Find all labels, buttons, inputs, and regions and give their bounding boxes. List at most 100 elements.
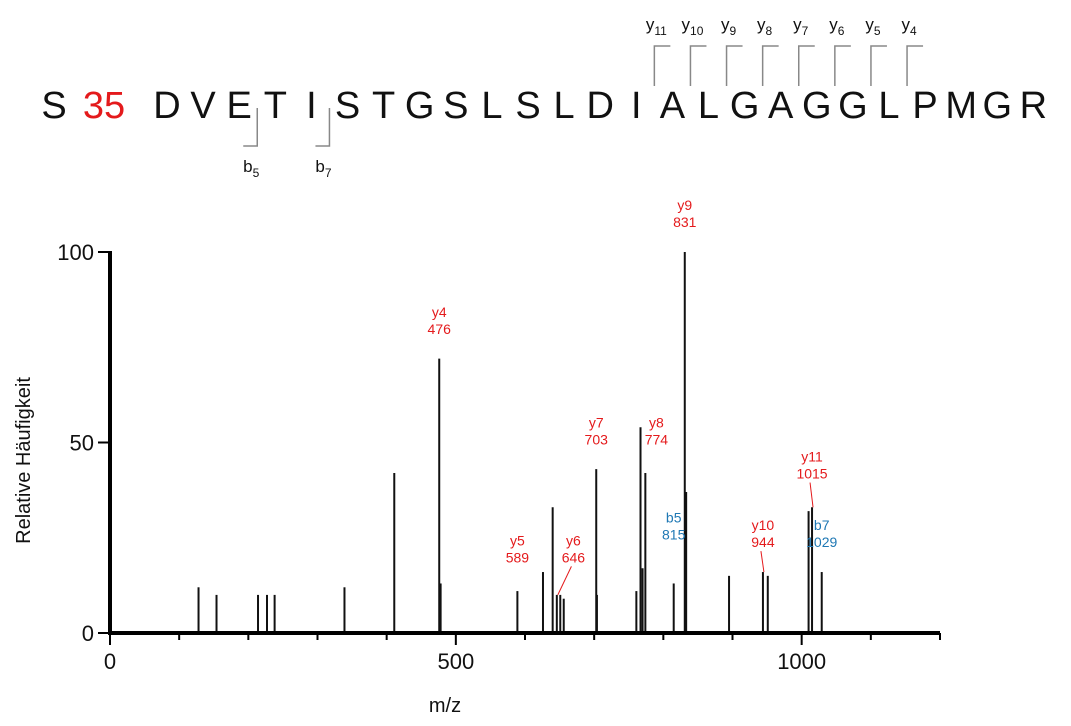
peak-leader-line <box>557 566 572 596</box>
y-ion-label: y4 <box>901 15 917 38</box>
peak-mz-label: 1015 <box>796 466 827 482</box>
ion-letter: y <box>901 15 910 34</box>
residue-21: G <box>838 85 868 127</box>
y-ion-label: y11 <box>646 15 667 38</box>
residue-4: E <box>227 85 252 127</box>
residue-3: V <box>190 85 216 127</box>
residue-10: S <box>443 85 468 127</box>
ion-subscript: 11 <box>654 24 667 38</box>
residue-2: D <box>153 85 180 127</box>
peak-ion-label: b5 <box>666 510 682 526</box>
ion-letter: y <box>793 15 802 34</box>
ion-subscript: 7 <box>325 166 332 180</box>
y-tick-label: 100 <box>57 240 94 265</box>
peak-mz-label: 815 <box>662 527 686 543</box>
x-axis-title: m/z <box>429 695 461 717</box>
ion-letter: y <box>757 15 766 34</box>
y-ion-bracket <box>689 45 707 86</box>
residue-24: M <box>945 85 977 127</box>
x-tick-label: 500 <box>437 649 474 674</box>
peptide-sequence: S 35 D V E T I S T G S L S L D I A L G A G G L P M G R <box>41 85 1047 127</box>
b-ion-label: b7 <box>315 157 331 180</box>
y-ion-label: y6 <box>829 15 845 38</box>
peak-ion-label: y8 <box>649 414 664 430</box>
spectrum-peaks <box>197 252 823 633</box>
peak-mz-label: 831 <box>673 214 697 230</box>
peak-mz-label: 589 <box>506 549 530 565</box>
b-ion-bracket <box>243 108 258 147</box>
ion-subscript: 10 <box>690 24 704 38</box>
residue-11: L <box>481 85 502 127</box>
b-ion-bracket <box>315 108 331 147</box>
peak-ion-label: b7 <box>814 517 830 533</box>
peak-mz-label: 1029 <box>806 534 837 550</box>
y-ion-bracket <box>653 45 671 86</box>
residue-22: L <box>878 85 899 127</box>
residue-19: A <box>768 85 794 127</box>
ion-letter: b <box>315 157 324 176</box>
ion-letter: y <box>829 15 838 34</box>
ion-letter: y <box>721 15 730 34</box>
residue-16: A <box>660 85 686 127</box>
y-ion-label: y7 <box>793 15 809 38</box>
y-ion-bracket <box>906 45 924 86</box>
residue-18: G <box>730 85 760 127</box>
peak-ion-label: y6 <box>566 532 581 548</box>
b-ion-label: b5 <box>243 157 259 180</box>
ion-subscript: 8 <box>766 24 773 38</box>
x-tick-label: 0 <box>104 649 116 674</box>
y-ion-label: y5 <box>865 15 881 38</box>
ion-letter: y <box>865 15 874 34</box>
peak-ion-label: y4 <box>432 304 447 320</box>
residue-5: T <box>264 85 287 127</box>
residue-7: S <box>335 85 360 127</box>
ion-subscript: 4 <box>910 24 917 38</box>
y-ion-label: y8 <box>757 15 773 38</box>
modification-site: 35 <box>83 85 125 127</box>
residue-8: T <box>372 85 395 127</box>
peak-ion-label: y10 <box>752 517 775 533</box>
y-ion-bracket <box>870 45 887 86</box>
peak-mz-label: 476 <box>428 321 452 337</box>
residue-13: L <box>554 85 575 127</box>
ion-subscript: 5 <box>874 24 881 38</box>
peak-mz-label: 646 <box>562 549 586 565</box>
peak-mz-label: 703 <box>585 431 609 447</box>
ion-letter: y <box>682 15 691 34</box>
ion-subscript: 7 <box>802 24 809 38</box>
residue-20: G <box>802 85 832 127</box>
y-ion-bracket <box>725 45 743 86</box>
ion-letter: b <box>243 157 252 176</box>
residue-0: S <box>41 85 66 127</box>
y-ion-bracket <box>798 45 815 86</box>
residue-26: R <box>1020 85 1047 127</box>
peak-mz-label: 944 <box>751 534 775 550</box>
residue-23: P <box>912 85 937 127</box>
y-ion-bracket <box>834 45 851 86</box>
y-ion-bracket <box>761 45 779 86</box>
y-ion-label: y9 <box>721 15 737 38</box>
peak-leader-line <box>809 482 814 508</box>
residue-6: I <box>306 85 317 127</box>
residue-25: G <box>983 85 1013 127</box>
chart-axes: 0 500 1000 0 50 100 m/z Relative Häufigkeit <box>13 240 941 717</box>
ion-subscript: 9 <box>729 24 736 38</box>
y-tick-label: 50 <box>70 431 94 456</box>
x-tick-label: 1000 <box>777 649 826 674</box>
ion-subscript: 6 <box>838 24 845 38</box>
residue-9: G <box>405 85 435 127</box>
y-tick-label: 0 <box>82 621 94 646</box>
residue-15: I <box>631 85 642 127</box>
residue-14: D <box>586 85 613 127</box>
peak-ion-label: y7 <box>589 414 604 430</box>
residue-17: L <box>698 85 719 127</box>
y-ion-label: y10 <box>682 15 704 38</box>
residue-12: S <box>515 85 540 127</box>
ion-letter: y <box>646 15 655 34</box>
y-axis-title: Relative Häufigkeit <box>13 377 35 544</box>
peak-leader-line <box>760 551 765 573</box>
peak-ion-label: y11 <box>801 449 823 465</box>
